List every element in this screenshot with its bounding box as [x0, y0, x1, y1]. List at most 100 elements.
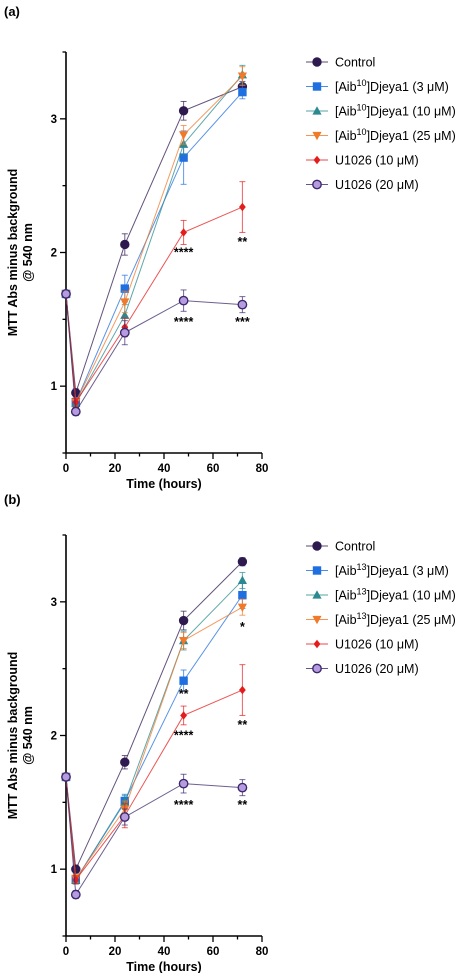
legend-label-part: [Aib — [335, 80, 357, 94]
series-line — [65, 86, 243, 394]
legend-label: [Aib13]Djeya1 (3 μM) — [335, 562, 449, 578]
series-3 — [61, 571, 247, 885]
legend-label: [Aib10]Djeya1 (10 μM) — [335, 103, 456, 119]
legend-item: [Aib10]Djeya1 (25 μM) — [306, 127, 456, 143]
significance-label: **** — [174, 315, 194, 329]
x-axis-title: Time (hours) — [126, 477, 201, 491]
y-axis-title: MTT Abs minus background@ 540 nm — [6, 169, 35, 337]
data-point — [120, 757, 130, 767]
data-point — [120, 298, 130, 307]
data-point — [238, 590, 247, 600]
legend-item: [Aib10]Djeya1 (3 μM) — [306, 78, 449, 94]
legend-marker — [313, 155, 321, 165]
legend-item: [Aib10]Djeya1 (10 μM) — [306, 103, 456, 119]
legend-marker — [312, 179, 322, 190]
legend-marker — [312, 82, 322, 91]
x-tick-label: 40 — [158, 946, 171, 958]
series-1 — [61, 80, 248, 398]
data-point — [119, 812, 130, 822]
y-axis-title-line: MTT Abs minus background — [6, 169, 20, 337]
significance-label: **** — [174, 246, 194, 260]
x-tick-label: 60 — [207, 463, 220, 475]
legend-label: Control — [335, 56, 375, 70]
legend-label-part: [Aib — [335, 589, 357, 603]
legend-label-part: ]Djeya1 (3 μM) — [367, 80, 449, 94]
series-line — [65, 293, 243, 414]
data-point — [61, 289, 71, 299]
y-tick-label: 1 — [51, 864, 58, 876]
legend-marker — [312, 663, 322, 674]
legend-label-part: [Aib — [335, 613, 357, 627]
legend-item: [Aib13]Djeya1 (10 μM) — [306, 587, 456, 603]
legend-label: [Aib10]Djeya1 (3 μM) — [335, 78, 449, 94]
significance-label: ** — [179, 687, 189, 701]
legend-label-part: [Aib — [335, 564, 357, 578]
legend-label: U1026 (20 μM) — [335, 178, 419, 192]
significance-label: **** — [174, 729, 194, 743]
significance-label: ** — [238, 718, 248, 732]
data-point — [239, 685, 246, 695]
data-point — [179, 676, 188, 685]
x-tick-label: 20 — [109, 463, 122, 475]
x-tick-label: 0 — [63, 946, 69, 958]
legend-label-superscript: 13 — [357, 587, 367, 597]
x-axis-title: Time (hours) — [126, 960, 201, 973]
y-axis-title-line: MTT Abs minus background — [6, 652, 20, 820]
legend-label-superscript: 13 — [357, 611, 367, 621]
series-line — [65, 91, 243, 403]
legend-label-part: ]Djeya1 (25 μM) — [367, 129, 456, 143]
legend-item: U1026 (20 μM) — [306, 178, 419, 192]
legend-label-part: ]Djeya1 (25 μM) — [367, 613, 456, 627]
data-point — [180, 228, 187, 237]
x-tick-label: 20 — [109, 946, 122, 958]
data-point — [70, 406, 81, 417]
legend-label-part: [Aib — [335, 105, 357, 119]
legend-item: Control — [306, 56, 375, 70]
data-point — [179, 636, 189, 646]
chart-panel-1: (a) 1 2 3 0 20 40 60 80 Time (hours) MTT Abs minus… — [4, 4, 456, 491]
data-point — [120, 310, 130, 319]
y-axis-title-line: @ 540 nm — [21, 706, 35, 765]
y-tick-label: 3 — [51, 114, 57, 126]
data-point — [237, 603, 247, 612]
series-6 — [61, 289, 248, 417]
series-line — [65, 594, 243, 882]
legend-label: U1026 (20 μM) — [335, 662, 419, 676]
significance-label: * — [240, 620, 245, 634]
data-point — [237, 72, 247, 81]
data-point — [70, 889, 81, 900]
data-point — [178, 295, 189, 306]
series-line — [65, 689, 243, 882]
series-6 — [61, 772, 248, 900]
x-tick-label: 60 — [207, 946, 220, 958]
series-5 — [62, 664, 246, 885]
x-tick-label: 80 — [256, 946, 269, 958]
data-point — [237, 575, 247, 585]
legend-marker — [313, 639, 321, 649]
significance-label: ** — [238, 798, 248, 812]
legend-marker — [312, 57, 322, 67]
y-tick-label: 3 — [51, 597, 57, 609]
significance-label: **** — [174, 798, 194, 812]
data-point — [71, 864, 81, 874]
x-tick-label: 0 — [63, 463, 69, 475]
y-tick-label: 2 — [51, 731, 57, 743]
panel-label: (b) — [4, 492, 21, 507]
legend-marker — [312, 615, 322, 625]
legend-item: U1026 (20 μM) — [306, 662, 419, 676]
legend-item: U1026 (10 μM) — [306, 154, 419, 168]
legend-label-superscript: 13 — [357, 562, 367, 572]
y-axis-title-line: @ 540 nm — [21, 223, 35, 282]
legend-label: [Aib10]Djeya1 (25 μM) — [335, 127, 456, 143]
legend-item: Control — [306, 540, 375, 554]
legend-marker — [312, 590, 322, 599]
panel-label: (a) — [4, 4, 20, 19]
legend-marker — [312, 541, 322, 551]
legend-label: U1026 (10 μM) — [335, 154, 419, 168]
legend-label-part: ]Djeya1 (10 μM) — [367, 105, 456, 119]
data-point — [120, 239, 130, 250]
data-point — [237, 557, 248, 567]
data-point — [61, 772, 71, 782]
legend-label: [Aib13]Djeya1 (10 μM) — [335, 587, 456, 603]
